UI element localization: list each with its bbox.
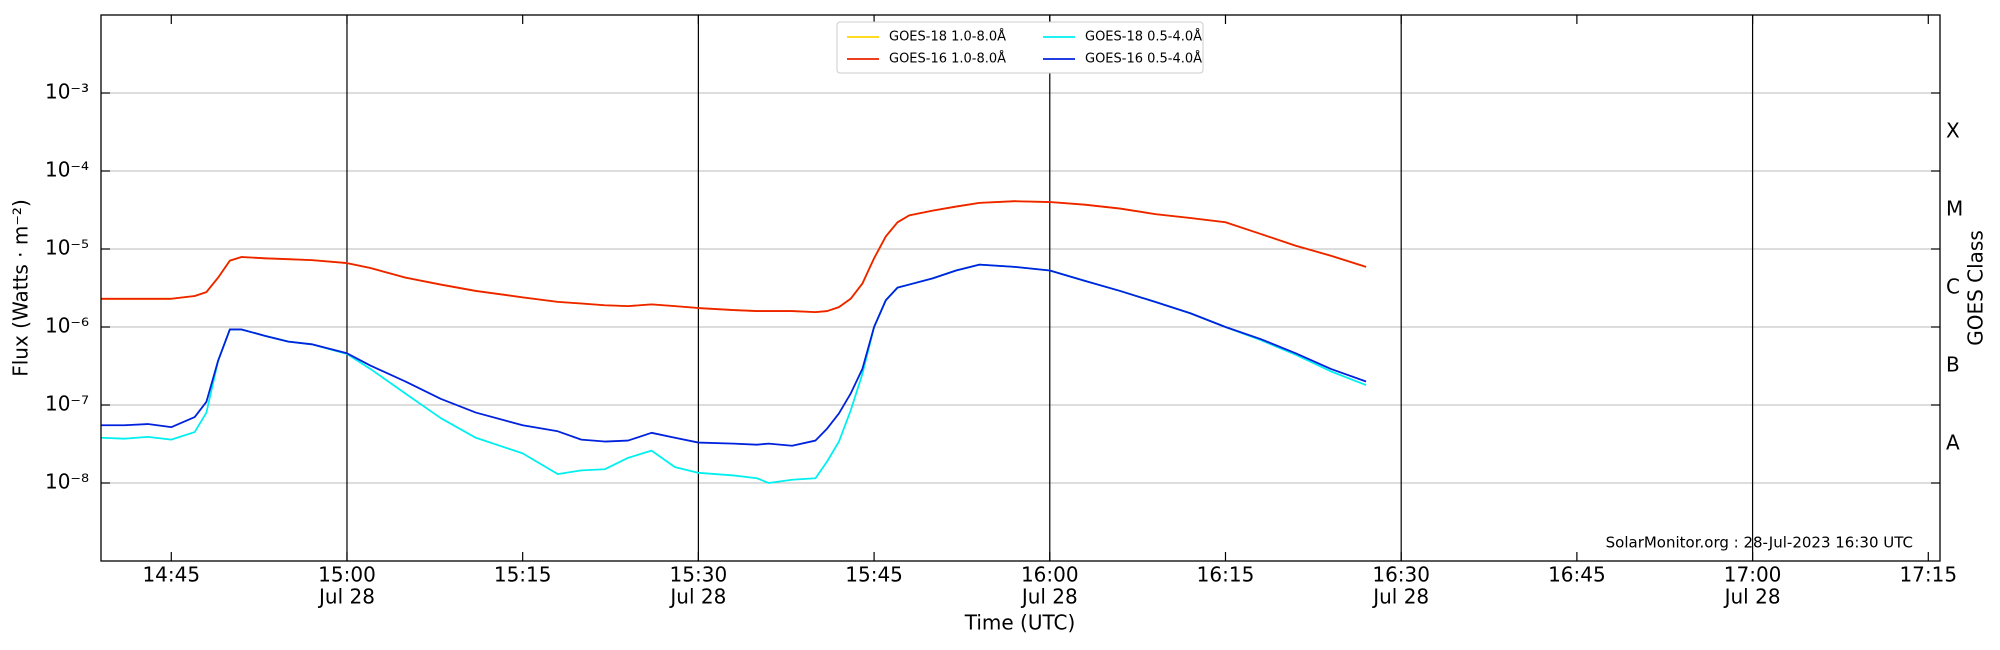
x-tick-date: Jul 28 <box>1371 585 1429 609</box>
y-axis-label: Flux (Watts · m⁻²) <box>9 199 33 377</box>
legend-label: GOES-16 1.0-8.0Å <box>889 51 1006 67</box>
y-tick-label: 10⁻³ <box>45 80 89 104</box>
class-label: M <box>1946 197 1963 221</box>
x-tick-label: 17:00 <box>1724 563 1782 587</box>
legend-label: GOES-18 1.0-8.0Å <box>889 29 1006 45</box>
class-label: A <box>1946 431 1960 455</box>
series-line <box>101 200 1367 314</box>
x-tick-label: 15:15 <box>494 563 552 587</box>
series-line <box>101 263 1367 447</box>
series-line <box>101 200 1367 314</box>
series-line <box>100 263 1367 484</box>
y2-axis-label: GOES Class <box>1964 230 1988 346</box>
class-label: C <box>1946 275 1960 299</box>
y-tick-label: 10⁻⁶ <box>45 314 89 338</box>
y-tick-label: 10⁻⁴ <box>45 158 89 182</box>
y-tick-label: 10⁻⁵ <box>45 236 89 260</box>
class-label: X <box>1946 119 1960 143</box>
x-tick-date: Jul 28 <box>317 585 375 609</box>
x-tick-date: Jul 28 <box>1723 585 1781 609</box>
legend-label: GOES-16 0.5-4.0Å <box>1085 51 1202 67</box>
x-tick-label: 16:00 <box>1021 563 1079 587</box>
x-tick-label: 15:00 <box>318 563 376 587</box>
y-tick-label: 10⁻⁷ <box>45 392 89 416</box>
x-tick-label: 16:30 <box>1372 563 1430 587</box>
legend-box <box>836 21 1204 74</box>
x-tick-label: 14:45 <box>142 563 200 587</box>
class-label: B <box>1946 353 1960 377</box>
y-tick-label: 10⁻⁸ <box>45 470 89 494</box>
x-axis-label: Time (UTC) <box>964 611 1076 635</box>
x-tick-date: Jul 28 <box>668 585 726 609</box>
legend-label: GOES-18 0.5-4.0Å <box>1085 29 1202 45</box>
x-tick-label: 17:15 <box>1899 563 1957 587</box>
x-tick-label: 15:45 <box>845 563 903 587</box>
x-tick-label: 15:30 <box>670 563 728 587</box>
plot-frame <box>100 14 1941 562</box>
x-tick-date: Jul 28 <box>1020 585 1078 609</box>
x-tick-label: 16:15 <box>1197 563 1255 587</box>
x-tick-label: 16:45 <box>1548 563 1606 587</box>
footnote: SolarMonitor.org : 28-Jul-2023 16:30 UTC <box>1606 534 1913 552</box>
